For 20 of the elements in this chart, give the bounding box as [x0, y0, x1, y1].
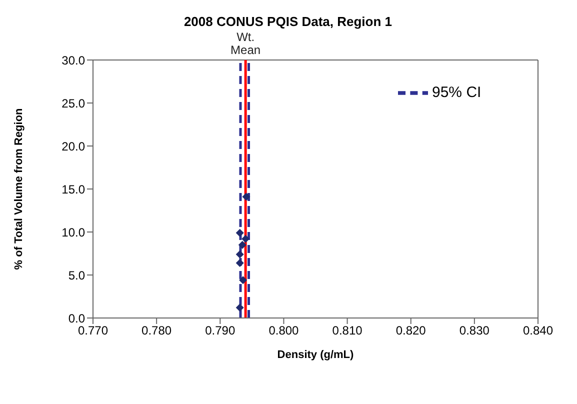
y-tick-label: 15.0 [62, 182, 86, 196]
x-tick-label: 0.790 [205, 324, 236, 338]
y-tick-label: 30.0 [62, 53, 86, 68]
y-tick-label: 5.0 [68, 268, 86, 282]
legend-label: 95% CI [432, 84, 482, 102]
y-tick-label: 0.0 [68, 311, 86, 326]
x-tick-label: 0.780 [142, 324, 172, 338]
ref-line-label: Wt. Mean [230, 30, 261, 57]
x-axis-title: Density (g/mL) [277, 349, 354, 361]
chart-title: 2008 CONUS PQIS Data, Region 1 [182, 14, 394, 29]
x-tick-label: 0.810 [332, 324, 363, 338]
y-tick-label: 10.0 [62, 225, 86, 240]
x-tick-label: 0.840 [522, 324, 554, 338]
x-tick-label: 0.770 [78, 324, 108, 338]
y-tick-label: 20.0 [62, 139, 86, 154]
x-tick-label: 0.830 [459, 324, 490, 338]
x-tick-label: 0.800 [268, 324, 300, 338]
y-tick-label: 25.0 [62, 96, 86, 110]
x-tick-label: 0.820 [396, 324, 426, 338]
y-axis-title: % of Total Volume from Region [12, 108, 25, 270]
